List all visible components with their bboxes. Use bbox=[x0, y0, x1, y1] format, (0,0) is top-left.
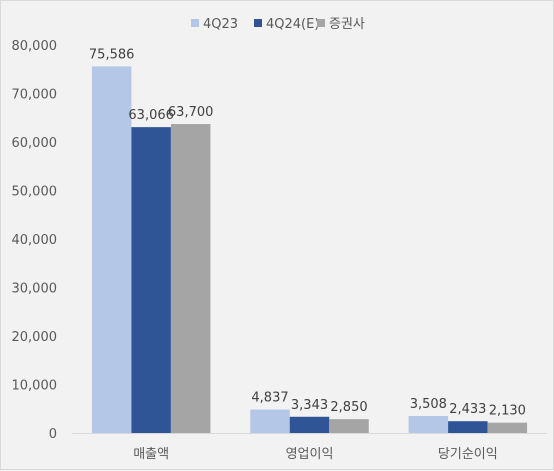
bar bbox=[448, 421, 488, 433]
data-label: 2,130 bbox=[489, 404, 526, 419]
legend-label: 4Q23 bbox=[203, 17, 238, 32]
y-tick-label: 60,000 bbox=[12, 136, 58, 151]
y-tick-label: 70,000 bbox=[12, 88, 58, 103]
data-label: 3,343 bbox=[291, 398, 328, 413]
legend-swatch bbox=[254, 19, 262, 27]
legend-label: 4Q24(E) bbox=[266, 17, 319, 32]
legend-swatch bbox=[191, 19, 199, 27]
legend: 4Q23 4Q24(E) 증권사 bbox=[191, 17, 365, 32]
data-label: 75,586 bbox=[89, 47, 135, 62]
y-tick-label: 80,000 bbox=[12, 39, 58, 54]
data-label: 63,066 bbox=[128, 108, 174, 123]
bar bbox=[289, 416, 330, 433]
bar bbox=[487, 422, 528, 433]
y-tick-label: 20,000 bbox=[12, 330, 58, 345]
legend-label: 증권사 bbox=[329, 17, 365, 32]
bar bbox=[131, 127, 171, 434]
data-label: 3,508 bbox=[410, 397, 447, 412]
x-axis: 매출액 영업이익 당기순이익 bbox=[72, 433, 547, 462]
data-label: 63,700 bbox=[168, 105, 214, 120]
y-tick-label: 50,000 bbox=[12, 185, 58, 200]
data-label: 4,837 bbox=[251, 391, 288, 406]
data-label: 2,850 bbox=[330, 400, 367, 415]
legend-swatch bbox=[317, 19, 325, 27]
y-tick-label: 0 bbox=[49, 427, 57, 442]
x-category-label: 영업이익 bbox=[286, 447, 334, 462]
bar bbox=[170, 124, 211, 434]
bar bbox=[329, 419, 369, 433]
data-label: 2,433 bbox=[449, 402, 486, 417]
x-category-label: 매출액 bbox=[133, 447, 169, 462]
bar bbox=[250, 409, 290, 433]
bar bbox=[91, 66, 132, 433]
y-axis: 0 10,000 20,000 30,000 40,000 50,000 60,000 70,… bbox=[12, 39, 58, 442]
bar bbox=[408, 415, 449, 433]
y-tick-label: 10,000 bbox=[12, 379, 58, 394]
y-tick-label: 40,000 bbox=[12, 233, 58, 248]
x-category-label: 당기순이익 bbox=[438, 447, 498, 462]
y-tick-label: 30,000 bbox=[12, 282, 58, 297]
